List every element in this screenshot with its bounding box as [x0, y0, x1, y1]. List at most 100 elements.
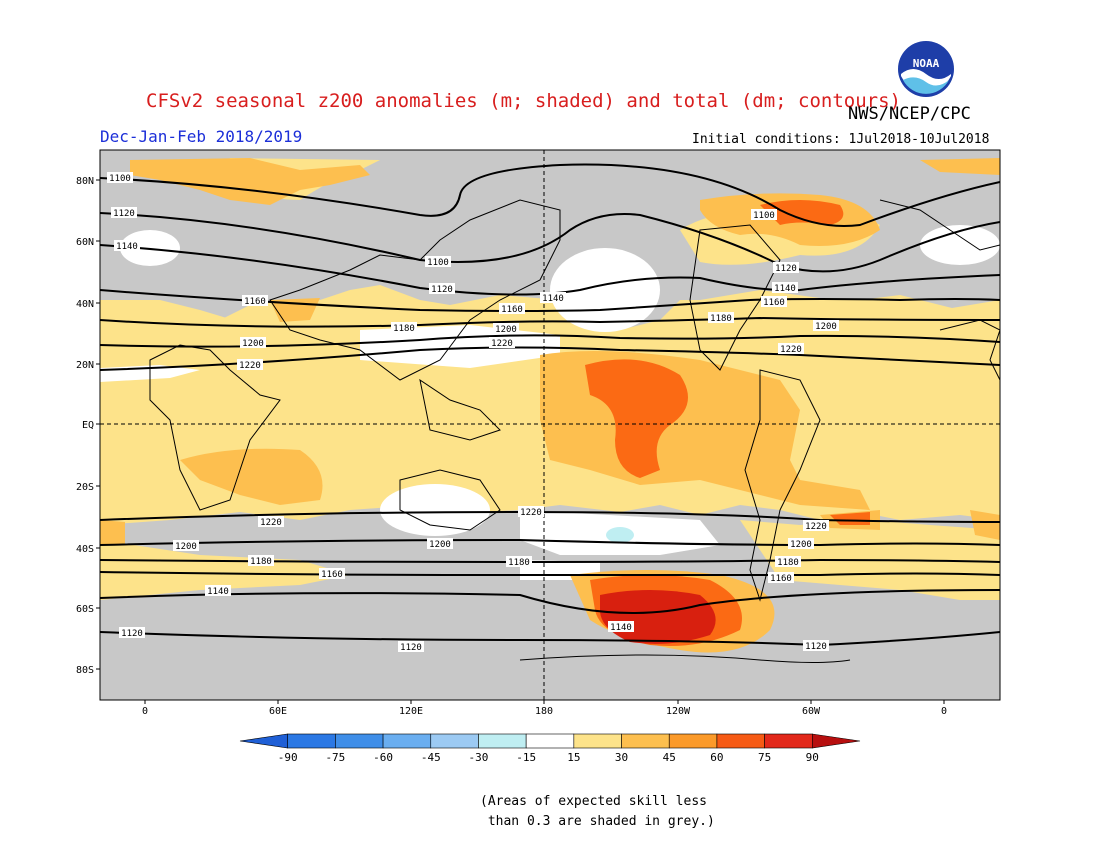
colorbar-bin: [287, 733, 336, 749]
longitude-labels: 0 60E 120E 180 120W 60W 0: [142, 706, 947, 717]
svg-text:1120: 1120: [400, 643, 422, 653]
contour-label: 1120: [111, 207, 137, 219]
lon-label-180: 180: [535, 706, 553, 717]
contour-label: 1140: [114, 240, 140, 252]
contour-label: 1220: [237, 359, 263, 371]
svg-text:1100: 1100: [753, 211, 775, 221]
lat-label-80N: 80N: [76, 176, 94, 187]
svg-text:1120: 1120: [805, 642, 827, 652]
contour-label: 1100: [425, 256, 451, 268]
contour-label: 1200: [813, 320, 839, 332]
lon-label-60E: 60E: [269, 706, 287, 717]
contour-label: 1140: [608, 621, 634, 633]
colorbar-bin: [621, 733, 670, 749]
svg-text:1220: 1220: [239, 361, 261, 371]
svg-text:1200: 1200: [242, 339, 264, 349]
colorbar-tick-label: -30: [469, 751, 489, 764]
colorbar-bin: [525, 733, 575, 749]
svg-text:1180: 1180: [508, 558, 530, 568]
contour-label: 1120: [803, 640, 829, 652]
contour-label: 1140: [772, 282, 798, 294]
colorbar-tick-label: 45: [663, 751, 676, 764]
lon-label-0: 0: [142, 706, 148, 717]
colorbar-bin: [430, 733, 479, 749]
contour-label: 1140: [205, 585, 231, 597]
svg-text:1220: 1220: [491, 339, 513, 349]
latitude-ticks: [96, 179, 100, 670]
contour-label: 1160: [761, 296, 787, 308]
contour-label: 1180: [775, 556, 801, 568]
svg-text:1160: 1160: [770, 574, 792, 584]
contour-label: 1180: [506, 556, 532, 568]
contour-label: 1120: [398, 641, 424, 653]
svg-text:1200: 1200: [790, 540, 812, 550]
noaa-logo-icon: NOAA: [898, 41, 954, 97]
longitude-ticks: [144, 700, 945, 704]
colorbar-tick-label: -75: [325, 751, 345, 764]
svg-text:1180: 1180: [777, 558, 799, 568]
svg-text:1160: 1160: [501, 305, 523, 315]
svg-text:1220: 1220: [520, 508, 542, 518]
contour-label: 1140: [540, 292, 566, 304]
svg-text:1120: 1120: [431, 285, 453, 295]
svg-text:1200: 1200: [495, 325, 517, 335]
svg-text:1160: 1160: [763, 298, 785, 308]
colorbar-bin: [382, 733, 432, 749]
svg-text:1100: 1100: [427, 258, 449, 268]
svg-text:1220: 1220: [805, 522, 827, 532]
contour-label: 1180: [248, 555, 274, 567]
lat-label-80S: 80S: [76, 665, 94, 676]
svg-text:1160: 1160: [244, 297, 266, 307]
initial-conditions-label: Initial conditions: 1Jul2018-10Jul2018: [692, 132, 990, 147]
colorbar-left-arrow: [239, 733, 288, 749]
colorbar-bin: [478, 733, 527, 749]
map-title: CFSv2 seasonal z200 anomalies (m; shaded…: [146, 90, 901, 112]
lat-label-60N: 60N: [76, 237, 94, 248]
svg-text:1180: 1180: [250, 557, 272, 567]
lat-label-40N: 40N: [76, 299, 94, 310]
agency-label: NWS/NCEP/CPC: [848, 104, 971, 124]
svg-text:1120: 1120: [113, 209, 135, 219]
colorbar-bin: [764, 733, 813, 749]
colorbar-bin: [716, 733, 765, 749]
svg-text:1120: 1120: [775, 264, 797, 274]
svg-text:1100: 1100: [109, 174, 131, 184]
svg-text:1220: 1220: [260, 518, 282, 528]
contour-label: 1220: [803, 520, 829, 532]
colorbar-bin: [573, 733, 622, 749]
svg-text:1200: 1200: [175, 542, 197, 552]
colorbar-tick-label: 15: [567, 751, 580, 764]
svg-text:1140: 1140: [207, 587, 229, 597]
svg-text:1140: 1140: [774, 284, 796, 294]
lat-label-20S: 20S: [76, 482, 94, 493]
colorbar: -90 -75 -60 -45 -30 -15 15 30 45 60 75 90: [239, 733, 861, 764]
svg-text:1140: 1140: [116, 242, 138, 252]
svg-text:1200: 1200: [815, 322, 837, 332]
colorbar-bin: [668, 733, 718, 749]
colorbar-right-arrow: [812, 733, 861, 749]
contour-label: 1220: [518, 506, 544, 518]
lat-label-EQ: EQ: [82, 420, 94, 431]
contour-label: 1120: [119, 627, 145, 639]
lon-label-120W: 120W: [666, 706, 691, 717]
skill-note: (Areas of expected skill less than 0.3 a…: [480, 794, 715, 829]
contour-label: 1200: [788, 538, 814, 550]
svg-text:1180: 1180: [710, 314, 732, 324]
colorbar-bin: [335, 733, 384, 749]
latitude-labels: 80N 60N 40N 20N EQ 20S 40S 60S 80S: [76, 176, 94, 676]
contour-label: 1100: [107, 172, 133, 184]
svg-text:1180: 1180: [393, 324, 415, 334]
colorbar-tick-label: -45: [421, 751, 441, 764]
lon-label-120E: 120E: [399, 706, 423, 717]
colorbar-tick-label: -90: [278, 751, 298, 764]
svg-text:1160: 1160: [321, 570, 343, 580]
contour-label: 1200: [240, 337, 266, 349]
contour-label: 1220: [258, 516, 284, 528]
svg-text:1200: 1200: [429, 540, 451, 550]
contour-label: 1220: [778, 343, 804, 355]
contour-label: 1160: [499, 303, 525, 315]
contour-label: 1160: [768, 572, 794, 584]
svg-text:1140: 1140: [610, 623, 632, 633]
lat-label-40S: 40S: [76, 544, 94, 555]
